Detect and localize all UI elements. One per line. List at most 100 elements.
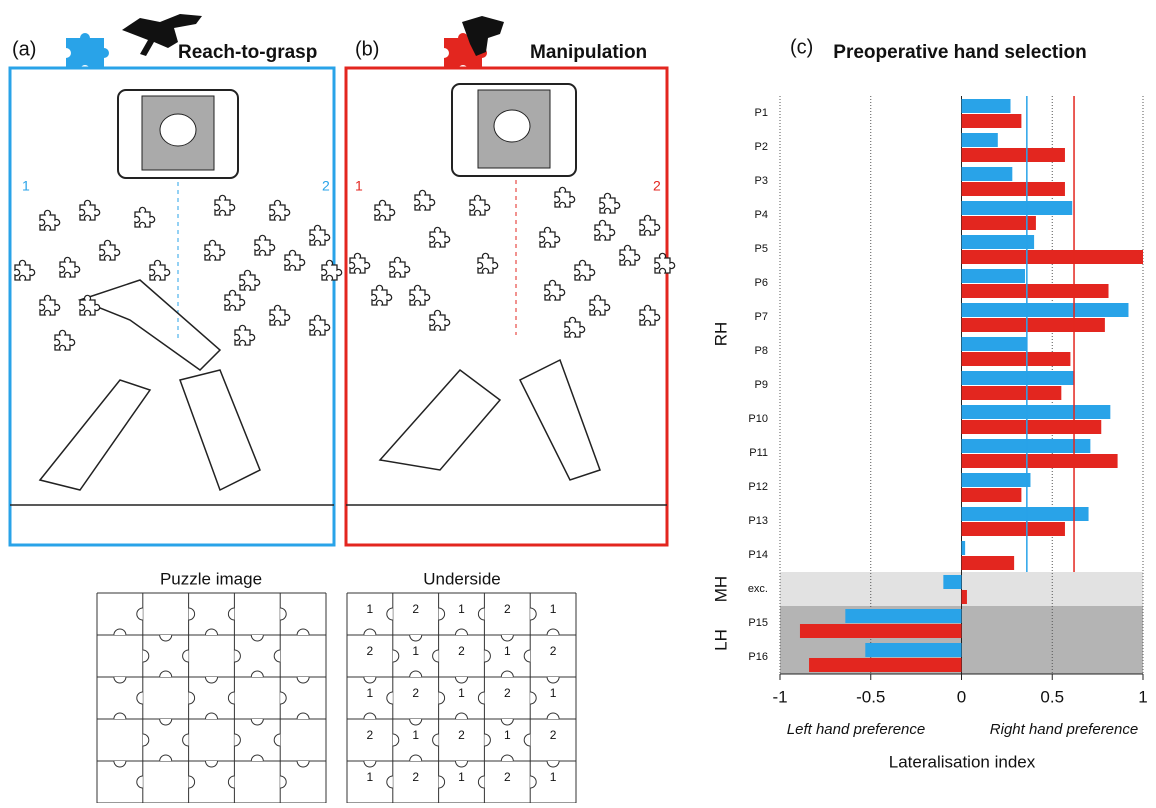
tab: [274, 650, 280, 662]
tab: [387, 692, 393, 704]
tab: [410, 755, 422, 761]
tab: [530, 776, 536, 788]
y-tick-label: P7: [755, 311, 768, 323]
tab: [114, 677, 126, 683]
piece-number: 1: [367, 770, 374, 784]
piece-number: 2: [412, 602, 419, 616]
tab: [364, 761, 376, 767]
y-tick-label: P9: [755, 379, 768, 391]
group-label: MH: [711, 576, 730, 602]
piece-number: 1: [458, 770, 465, 784]
tab: [456, 629, 468, 635]
chart: (c)Preoperative hand selectionRHMHLH-1-0…: [711, 36, 1147, 771]
bar: [962, 114, 1022, 128]
figure: (a) Reach-to-grasp 1 2 (b) Manipulation …: [0, 0, 1156, 803]
tab: [206, 713, 218, 719]
tab: [547, 677, 559, 683]
tab: [484, 734, 490, 746]
tab: [456, 761, 468, 767]
y-tick-label: P10: [748, 413, 768, 425]
tab: [160, 755, 172, 761]
tab: [478, 776, 484, 788]
tab: [547, 629, 559, 635]
bar: [962, 269, 1026, 283]
tab: [393, 734, 399, 746]
bar: [962, 439, 1091, 453]
tab: [251, 719, 263, 725]
piece-number: 1: [412, 728, 419, 742]
bar: [962, 541, 966, 555]
bar: [962, 371, 1075, 385]
tab: [189, 692, 195, 704]
tab: [393, 650, 399, 662]
bar: [962, 556, 1015, 570]
piece-number: 1: [550, 602, 557, 616]
piece-number: 2: [504, 686, 511, 700]
bar: [962, 318, 1105, 332]
page: (a) Reach-to-grasp 1 2 (b) Manipulation …: [0, 0, 1156, 808]
tab: [433, 734, 439, 746]
side-label: 1: [22, 178, 30, 194]
y-tick-label: P16: [748, 651, 768, 663]
tab: [143, 650, 149, 662]
tab: [297, 677, 309, 683]
annotation: Left hand preference: [787, 721, 925, 738]
tab: [364, 677, 376, 683]
x-tick-label: -0.5: [856, 687, 885, 706]
piece-number: 2: [504, 602, 511, 616]
tab: [364, 629, 376, 635]
y-tick-label: P6: [755, 277, 768, 289]
tab: [206, 629, 218, 635]
y-tick-label: P13: [748, 515, 768, 527]
bar: [962, 250, 1144, 264]
face: [160, 114, 196, 146]
group-label: LH: [711, 629, 730, 651]
bar: [962, 590, 967, 604]
tab: [206, 761, 218, 767]
tab: [251, 755, 263, 761]
bar: [809, 658, 961, 672]
tab: [547, 761, 559, 767]
piece-number: 1: [550, 686, 557, 700]
face: [494, 110, 530, 142]
tab: [456, 677, 468, 683]
tab: [183, 734, 189, 746]
tab: [206, 677, 218, 683]
tab: [478, 608, 484, 620]
side-label: 2: [322, 178, 330, 194]
puzzle-icon: [66, 33, 109, 70]
y-tick-label: P12: [748, 481, 768, 493]
tab: [280, 608, 286, 620]
tab: [501, 635, 513, 641]
bar: [962, 473, 1031, 487]
scene-b: 1 2: [346, 68, 675, 545]
piece-number: 1: [412, 644, 419, 658]
tab: [137, 608, 143, 620]
piece-number: 2: [458, 644, 465, 658]
tab: [524, 650, 530, 662]
piece-number: 1: [550, 770, 557, 784]
y-tick-label: P5: [755, 243, 768, 255]
tab: [228, 692, 234, 704]
bar: [943, 575, 961, 589]
tab: [456, 713, 468, 719]
tab: [189, 608, 195, 620]
panel-heading: Manipulation: [530, 42, 647, 63]
bar: [845, 609, 961, 623]
y-tick-label: P3: [755, 175, 768, 187]
tab: [280, 692, 286, 704]
tab: [439, 692, 445, 704]
y-tick-label: P11: [749, 447, 768, 459]
tab: [439, 608, 445, 620]
tab: [547, 713, 559, 719]
bar: [962, 303, 1129, 317]
tab: [280, 776, 286, 788]
piece-number: 2: [504, 770, 511, 784]
piece-number: 2: [367, 728, 374, 742]
tab: [114, 629, 126, 635]
tab: [439, 776, 445, 788]
bar: [962, 235, 1035, 249]
tab: [364, 713, 376, 719]
tab: [433, 650, 439, 662]
